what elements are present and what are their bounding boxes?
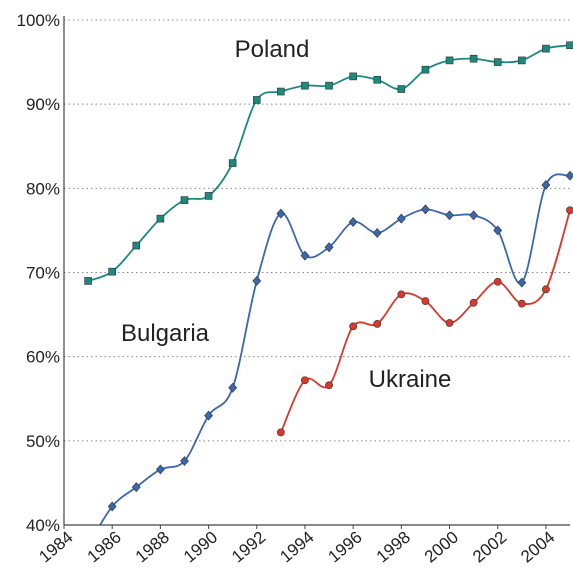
point [204, 192, 213, 200]
x-tick-label: 2004 [517, 528, 558, 567]
point [469, 210, 479, 221]
point [348, 217, 358, 227]
x-tick-label: 1996 [325, 528, 366, 567]
point [325, 381, 333, 390]
point [421, 204, 430, 215]
x-tick-label: 1986 [84, 528, 125, 567]
point [228, 382, 238, 393]
point [325, 81, 333, 90]
point [469, 298, 478, 307]
point [469, 54, 478, 63]
x-tick-label: 1992 [228, 528, 269, 567]
point [566, 206, 573, 215]
series-label: Bulgaria [121, 320, 210, 347]
point [301, 376, 309, 385]
x-tick-label: 1988 [132, 528, 173, 567]
x-tick-label: 2002 [469, 528, 510, 567]
point [493, 225, 503, 236]
point [84, 277, 92, 285]
y-tick-label: 70% [26, 264, 60, 283]
point [517, 277, 527, 288]
point [180, 456, 189, 466]
y-tick-label: 100% [17, 11, 60, 30]
point [252, 96, 261, 104]
plot-area [84, 41, 573, 525]
series-label: Ukraine [369, 366, 452, 393]
y-tick-label: 80% [26, 179, 60, 198]
point [156, 214, 165, 223]
point [421, 65, 430, 74]
point [107, 501, 117, 512]
point [108, 267, 116, 276]
x-tick-label: 1990 [180, 528, 221, 567]
point [180, 196, 189, 204]
point [276, 208, 286, 219]
point [372, 227, 382, 238]
point [349, 72, 357, 81]
point [252, 275, 262, 286]
series-line [280, 209, 571, 433]
y-tick-label: 40% [26, 516, 60, 535]
point [324, 242, 334, 253]
point [493, 58, 502, 66]
point [155, 464, 165, 475]
x-tick-label: 1998 [373, 528, 414, 567]
point [132, 241, 141, 250]
point [277, 87, 285, 96]
point [301, 81, 309, 90]
point [565, 170, 573, 181]
point [542, 285, 550, 294]
point [300, 250, 310, 261]
point [421, 297, 430, 306]
point [493, 277, 502, 286]
point [541, 180, 551, 190]
point [518, 56, 526, 65]
grid [64, 19, 570, 526]
point [373, 319, 382, 328]
point [397, 85, 406, 93]
x-tick-label: 2000 [421, 528, 462, 567]
x-tick-label: 1994 [276, 528, 317, 567]
point [396, 213, 406, 224]
point [228, 159, 237, 167]
point [397, 290, 406, 299]
point [542, 44, 550, 53]
point [445, 319, 454, 327]
point [517, 299, 526, 308]
point [131, 482, 141, 493]
series-label: Poland [235, 36, 310, 63]
point [349, 322, 358, 331]
y-tick-label: 50% [26, 432, 60, 451]
point [445, 56, 454, 65]
point [204, 410, 213, 421]
point [373, 75, 382, 84]
y-tick-label: 60% [26, 348, 60, 367]
point [276, 428, 285, 437]
point [566, 41, 573, 50]
y-tick-label: 90% [26, 95, 60, 114]
point [445, 210, 454, 221]
